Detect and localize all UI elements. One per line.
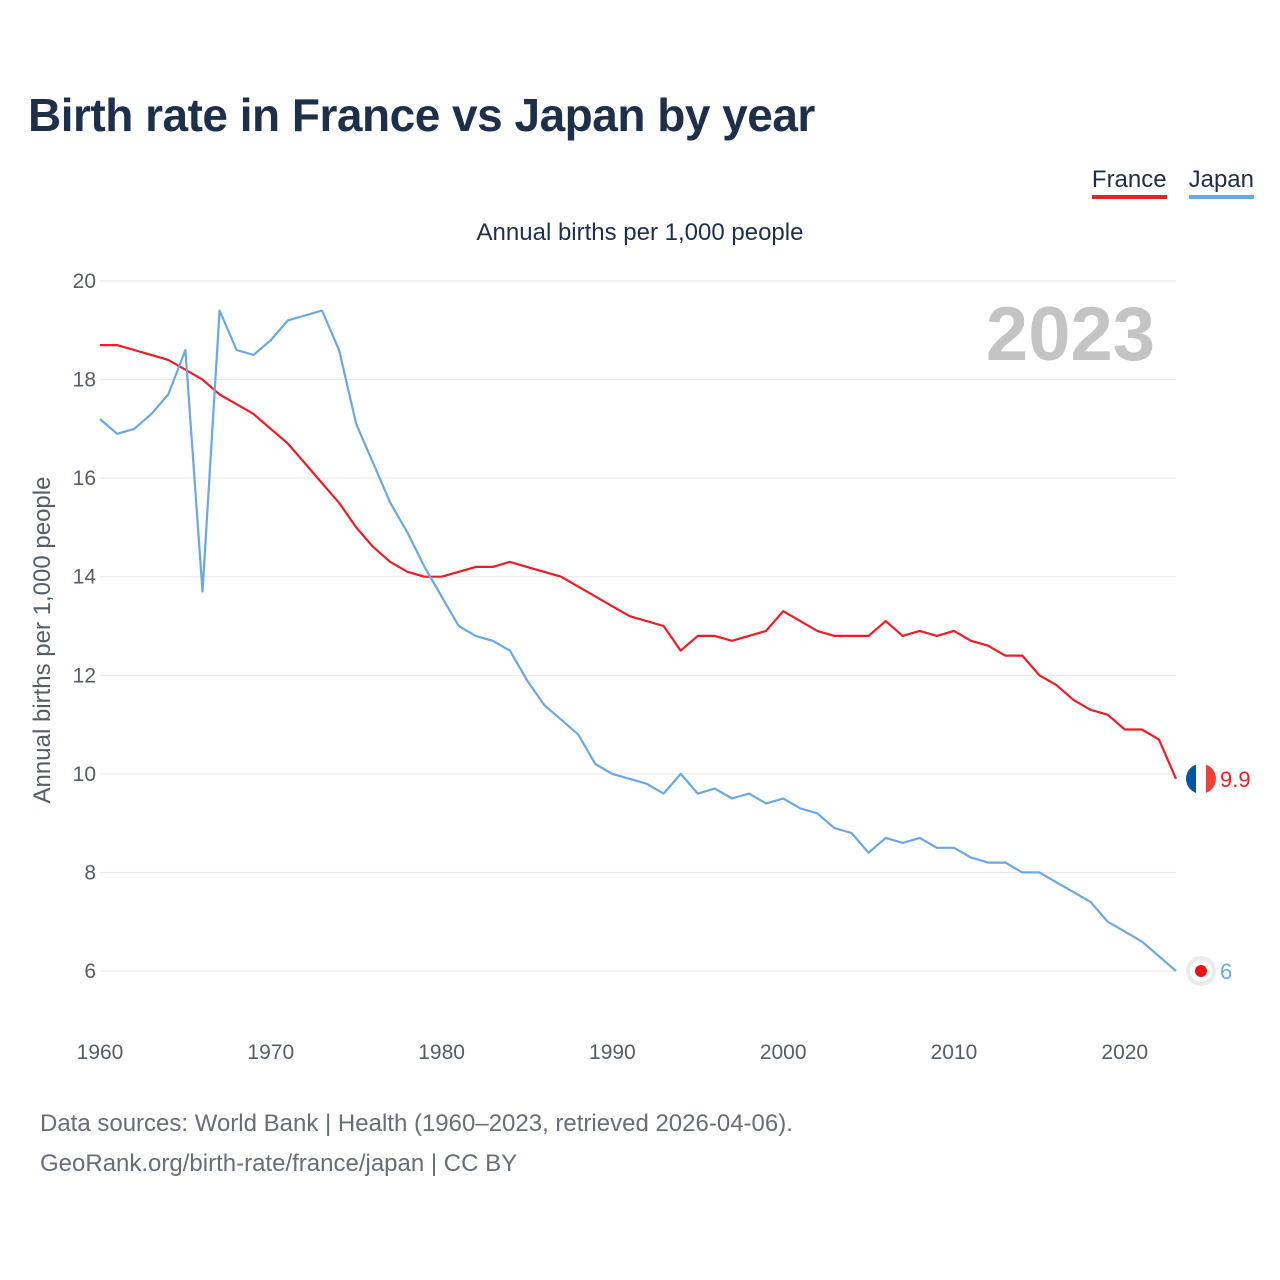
- end-label-france: 9.9: [1220, 767, 1251, 792]
- legend-item-japan[interactable]: Japan: [1188, 166, 1254, 199]
- gridlines: [100, 280, 1176, 972]
- footer-sources: Data sources: World Bank | Health (1960–…: [40, 1110, 793, 1137]
- x-tick-2010: 2010: [931, 1041, 978, 1064]
- france-flag-icon: [1186, 763, 1216, 794]
- footer: Data sources: World Bank | Health (1960–…: [40, 1104, 793, 1184]
- x-axis-ticks: 1960 1970 1980 1990 2000 2010 2020: [77, 1041, 1148, 1064]
- end-label-japan: 6: [1220, 959, 1232, 984]
- series-line-japan[interactable]: [99, 309, 1177, 972]
- series-end-markers: 9.96: [1186, 763, 1251, 986]
- legend-item-france[interactable]: France: [1091, 166, 1167, 199]
- y-tick-8: 8: [84, 861, 96, 884]
- x-tick-2020: 2020: [1101, 1041, 1148, 1064]
- chart-title: Birth rate in France vs Japan by year: [28, 89, 815, 141]
- y-axis-ticks: 6 8 10 12 14 16 18 20: [73, 270, 97, 983]
- x-tick-1980: 1980: [418, 1041, 465, 1064]
- footer-link[interactable]: GeoRank.org/birth-rate/france/japan | CC…: [40, 1150, 518, 1177]
- chart-subtitle: Annual births per 1,000 people: [477, 219, 804, 246]
- y-axis-label: Annual births per 1,000 people: [29, 477, 56, 804]
- y-tick-18: 18: [73, 369, 96, 392]
- y-tick-12: 12: [73, 664, 96, 687]
- y-tick-16: 16: [73, 467, 96, 490]
- legend: France Japan: [1091, 166, 1254, 199]
- y-tick-20: 20: [73, 270, 96, 293]
- japan-flag-icon: [1186, 956, 1216, 986]
- series-line-france[interactable]: [100, 344, 1178, 780]
- x-tick-2000: 2000: [760, 1041, 807, 1064]
- x-tick-1990: 1990: [589, 1041, 636, 1064]
- x-tick-1970: 1970: [247, 1041, 294, 1064]
- y-tick-6: 6: [84, 960, 96, 983]
- x-tick-1960: 1960: [77, 1041, 124, 1064]
- year-watermark: 2023: [986, 292, 1155, 377]
- series-lines: [99, 309, 1178, 972]
- y-tick-10: 10: [73, 763, 96, 786]
- y-tick-14: 14: [73, 566, 97, 589]
